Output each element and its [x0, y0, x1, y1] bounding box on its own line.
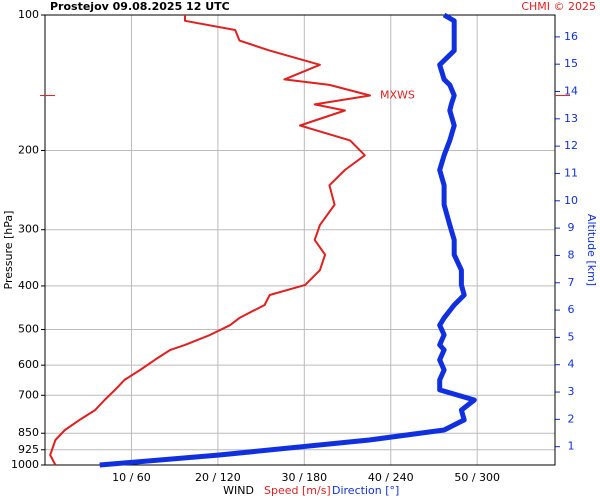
x-tick-label: 40 / 240: [368, 471, 414, 484]
credit: CHMI © 2025: [521, 0, 596, 13]
y2-tick-label: 4: [568, 358, 575, 371]
y-tick-label: 100: [18, 8, 39, 21]
y2-tick-label: 2: [568, 412, 575, 425]
y2-axis-title: Altitude [km]: [585, 214, 598, 286]
series-line: [99, 12, 477, 468]
chart-title: Prostejov 09.08.2025 12 UTC: [50, 0, 230, 13]
y2-tick-label: 15: [564, 57, 578, 70]
y2-tick-label: 9: [568, 221, 575, 234]
plot-frame: [44, 14, 556, 466]
y2-tick-label: 6: [568, 303, 575, 316]
annotation: MXWS: [380, 89, 415, 102]
x-axis-title: WIND: [223, 484, 254, 497]
x-tick-label: 20 / 120: [195, 471, 241, 484]
x-tick-label: 10 / 60: [112, 471, 151, 484]
y2-tick-label: 1: [568, 440, 575, 453]
legend-speed: Speed [m/s]: [264, 484, 331, 497]
y-tick-label: 300: [18, 223, 39, 236]
y-axis-title: Pressure [hPa]: [2, 211, 15, 290]
x-tick-label: 30 / 180: [281, 471, 327, 484]
y-tick-label: 850: [18, 426, 39, 439]
y2-tick-label: 5: [568, 330, 575, 343]
y-tick-label: 700: [18, 388, 39, 401]
series-line: [49, 15, 371, 466]
x-tick-label: 50 / 300: [454, 471, 500, 484]
y-tick-label: 600: [18, 358, 39, 371]
y2-tick-label: 8: [568, 248, 575, 261]
y-tick-label: 1000: [11, 458, 39, 471]
y-tick-label: 200: [18, 143, 39, 156]
y-tick-label: 500: [18, 323, 39, 336]
y2-tick-label: 16: [564, 30, 578, 43]
y2-tick-label: 3: [568, 385, 575, 398]
y2-tick-label: 7: [568, 276, 575, 289]
y-tick-label: 400: [18, 279, 39, 292]
y2-tick-label: 13: [564, 112, 578, 125]
y2-tick-label: 11: [564, 166, 578, 179]
legend-direction: Direction [°]: [332, 484, 399, 497]
y-tick-label: 925: [18, 443, 39, 456]
y2-tick-label: 12: [564, 139, 578, 152]
y2-tick-label: 10: [564, 194, 578, 207]
y2-tick-label: 14: [564, 85, 578, 98]
